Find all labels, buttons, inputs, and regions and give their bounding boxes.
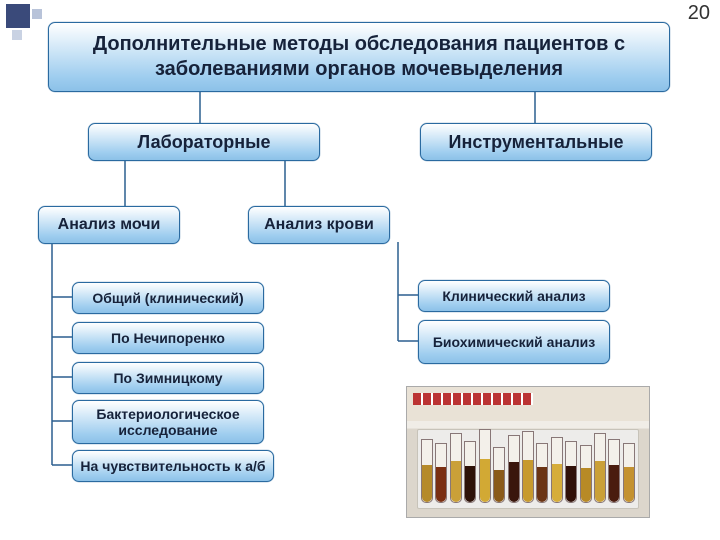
test-tube xyxy=(551,437,563,503)
test-tube xyxy=(493,447,505,503)
test-tube xyxy=(450,433,462,503)
test-tube xyxy=(536,443,548,503)
tube-row xyxy=(421,425,635,503)
test-tube xyxy=(594,433,606,503)
test-tube xyxy=(479,429,491,503)
node-u3: По Зимницкому xyxy=(72,362,264,394)
test-tube xyxy=(623,443,635,503)
title-node: Дополнительные методы обследования пацие… xyxy=(48,22,670,92)
corner-decoration xyxy=(6,4,50,48)
page-number: 20 xyxy=(688,2,710,25)
test-tube xyxy=(421,439,433,503)
node-u1: Общий (клинический) xyxy=(72,282,264,314)
test-tube xyxy=(608,439,620,503)
node-u5: На чувствительность к а/б xyxy=(72,450,274,482)
test-tube xyxy=(508,435,520,503)
node-urine: Анализ мочи xyxy=(38,206,180,244)
slide: { "page_number": "20", "layout": { "widt… xyxy=(0,0,720,540)
node-instr: Инструментальные xyxy=(420,123,652,161)
test-tube xyxy=(464,441,476,503)
test-tube xyxy=(522,431,534,503)
test-tube xyxy=(565,441,577,503)
node-blood: Анализ крови xyxy=(248,206,390,244)
test-tube xyxy=(580,445,592,503)
node-b2: Биохимический анализ xyxy=(418,320,610,364)
node-u4: Бактериологическое исследование xyxy=(72,400,264,444)
node-b1: Клинический анализ xyxy=(418,280,610,312)
node-lab: Лабораторные xyxy=(88,123,320,161)
node-u2: По Нечипоренко xyxy=(72,322,264,354)
test-tube xyxy=(435,443,447,503)
lab-photo xyxy=(406,386,650,518)
